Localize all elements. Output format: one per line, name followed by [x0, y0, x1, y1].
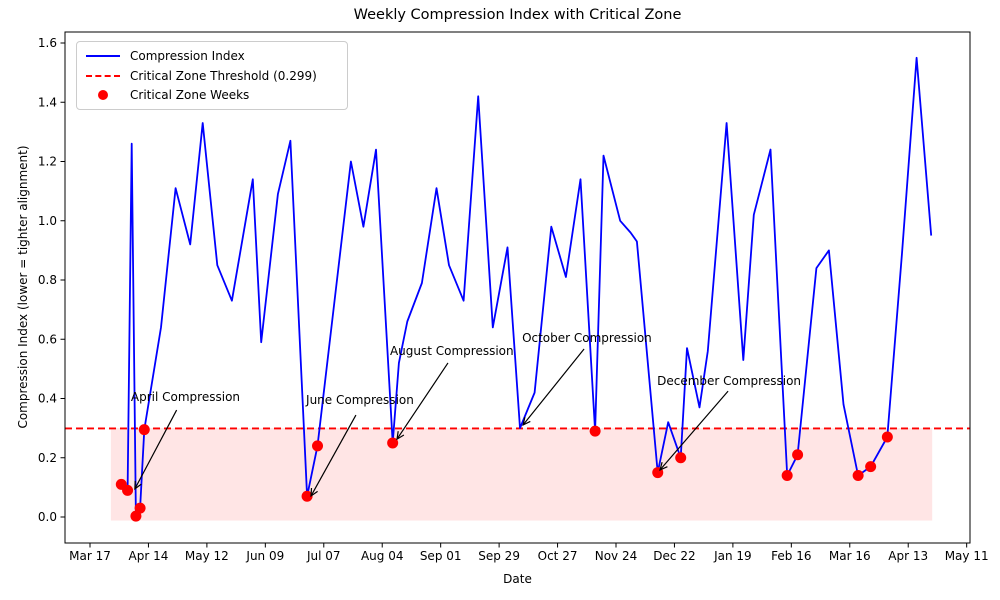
critical-week-dot: [852, 470, 864, 482]
x-tick-label: Dec 22: [653, 549, 695, 563]
x-tick-label: Oct 27: [538, 549, 578, 563]
annotation-arrow: [522, 348, 585, 426]
x-axis-label: Date: [503, 572, 532, 586]
x-tick-label: Aug 04: [361, 549, 404, 563]
legend-item-label: Critical Zone Weeks: [130, 88, 250, 103]
x-tick-label: Mar 17: [69, 549, 111, 563]
annotation-arrow: [396, 362, 449, 440]
critical-week-dot: [881, 431, 893, 443]
y-tick-label: 0.4: [38, 392, 57, 406]
annotation-arrowhead: [659, 462, 668, 471]
legend-dashed-swatch: [86, 70, 120, 82]
y-tick-label: 0.2: [38, 451, 57, 465]
legend-line-swatch: [86, 50, 120, 62]
critical-week-dot: [134, 502, 146, 514]
annotation-label: August Compression: [390, 344, 514, 358]
annotation-label: December Compression: [657, 374, 801, 388]
annotation-arrowhead: [134, 480, 142, 491]
x-tick-label: Jun 09: [245, 549, 284, 563]
x-tick-label: Nov 24: [595, 549, 638, 563]
chart-title: Weekly Compression Index with Critical Z…: [353, 7, 682, 23]
critical-week-dot: [138, 424, 150, 436]
x-tick-label: Feb 16: [771, 549, 811, 563]
annotation-label: April Compression: [131, 390, 240, 404]
annotation-arrowhead: [396, 431, 405, 441]
x-tick-label: Apr 14: [129, 549, 169, 563]
y-axis-label: Compression Index (lower = tighter align…: [16, 145, 30, 429]
annotation-arrowhead: [310, 487, 318, 498]
annotation-arrow: [134, 409, 178, 490]
critical-week-dot: [792, 449, 804, 461]
critical-week-dot: [589, 425, 601, 437]
annotation-arrow: [659, 390, 729, 471]
plot-border: [64, 31, 971, 544]
y-tick-label: 0.6: [38, 332, 57, 346]
critical-week-dot: [301, 490, 313, 502]
x-tick-label: May 12: [185, 549, 229, 563]
critical-week-dot: [675, 452, 687, 464]
legend-item-label: Compression Index: [130, 48, 245, 63]
critical-week-dot: [781, 470, 793, 482]
x-tick-label: Sep 01: [420, 549, 462, 563]
annotation-arrow: [310, 414, 357, 497]
y-tick-label: 1.0: [38, 214, 57, 228]
annotation-arrowhead: [522, 416, 531, 426]
annotation-label: June Compression: [305, 393, 414, 407]
legend-item-label: Critical Zone Threshold (0.299): [130, 68, 317, 83]
critical-week-dot: [122, 484, 134, 496]
annotation-label: October Compression: [522, 331, 652, 345]
x-tick-label: Sep 29: [478, 549, 520, 563]
critical-zone-band: [110, 428, 933, 521]
critical-week-dot: [387, 437, 399, 449]
x-tick-label: Jan 19: [713, 549, 752, 563]
legend-item-compression-index: Compression Index: [86, 46, 338, 66]
compression-index-line: [120, 56, 933, 517]
x-tick-label: May 11: [945, 549, 989, 563]
legend-dot-swatch: [86, 89, 120, 101]
x-tick-label: Jul 07: [306, 549, 341, 563]
y-tick-label: 1.4: [38, 95, 57, 109]
x-tick-label: Mar 16: [829, 549, 871, 563]
legend-item-critical-weeks: Critical Zone Weeks: [86, 85, 338, 105]
critical-week-dot: [865, 461, 877, 473]
y-tick-label: 0.8: [38, 273, 57, 287]
critical-week-dot: [312, 440, 324, 452]
y-tick-label: 0.0: [38, 510, 57, 524]
y-tick-label: 1.6: [38, 36, 57, 50]
legend-item-threshold: Critical Zone Threshold (0.299): [86, 66, 338, 86]
y-tick-label: 1.2: [38, 155, 57, 169]
x-tick-label: Apr 13: [888, 549, 928, 563]
legend: Compression Index Critical Zone Threshol…: [76, 41, 348, 110]
